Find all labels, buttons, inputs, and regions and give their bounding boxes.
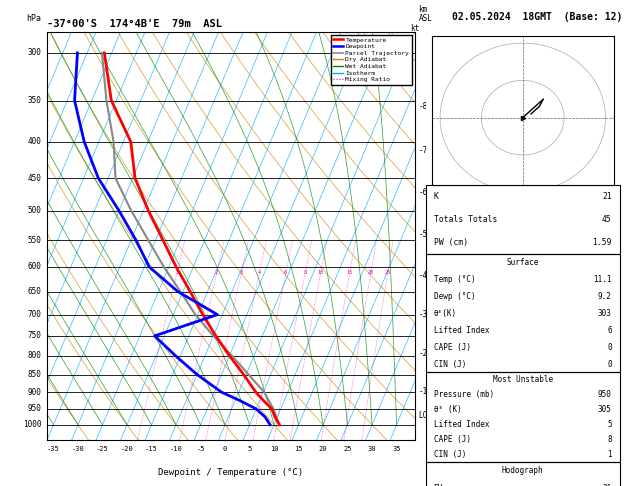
Text: Temp (°C): Temp (°C) [434, 275, 476, 284]
Text: 8: 8 [607, 435, 612, 444]
Text: 950: 950 [598, 390, 612, 399]
Text: Dewpoint / Temperature (°C): Dewpoint / Temperature (°C) [159, 469, 304, 477]
Text: CIN (J): CIN (J) [434, 451, 466, 459]
Text: 20: 20 [367, 270, 374, 275]
Text: CAPE (J): CAPE (J) [434, 435, 470, 444]
Text: 303: 303 [598, 309, 612, 318]
Text: 0: 0 [607, 360, 612, 368]
Text: -1: -1 [418, 387, 428, 397]
Bar [426, 185, 620, 254]
Text: 4: 4 [257, 270, 260, 275]
Text: 750: 750 [28, 331, 42, 340]
Text: -20: -20 [121, 446, 133, 452]
Text: -4: -4 [418, 271, 428, 279]
Text: 6: 6 [284, 270, 287, 275]
Bar [426, 462, 620, 486]
Text: 1000: 1000 [23, 420, 42, 429]
Text: 3: 3 [240, 270, 243, 275]
Text: CAPE (J): CAPE (J) [434, 343, 470, 351]
Text: -8: -8 [418, 102, 428, 111]
Text: 21: 21 [603, 484, 612, 486]
Text: -25: -25 [96, 446, 109, 452]
Text: 400: 400 [28, 137, 42, 146]
Text: 15: 15 [294, 446, 303, 452]
Text: 0: 0 [607, 343, 612, 351]
Legend: Temperature, Dewpoint, Parcel Trajectory, Dry Adiabat, Wet Adiabat, Isotherm, Mi: Temperature, Dewpoint, Parcel Trajectory… [331, 35, 411, 85]
Text: -2: -2 [418, 349, 428, 358]
Text: -37°00'S  174°4B'E  79m  ASL: -37°00'S 174°4B'E 79m ASL [47, 19, 222, 30]
Text: 700: 700 [28, 310, 42, 319]
Text: 600: 600 [28, 262, 42, 272]
Text: EH: EH [434, 484, 443, 486]
Text: km
ASL: km ASL [418, 5, 432, 23]
Text: 450: 450 [28, 174, 42, 183]
Text: Surface: Surface [506, 258, 539, 267]
Text: θᴱ (K): θᴱ (K) [434, 405, 462, 415]
Text: 1: 1 [607, 451, 612, 459]
Text: 650: 650 [28, 287, 42, 296]
Text: 950: 950 [28, 404, 42, 414]
Text: 8: 8 [303, 270, 306, 275]
Text: 350: 350 [28, 96, 42, 105]
Text: -35: -35 [47, 446, 60, 452]
Text: Lifted Index: Lifted Index [434, 420, 489, 429]
Text: 5: 5 [607, 420, 612, 429]
Text: -30: -30 [72, 446, 84, 452]
Text: 0: 0 [223, 446, 227, 452]
Text: 550: 550 [28, 236, 42, 244]
Text: 6: 6 [607, 326, 612, 335]
Text: PW (cm): PW (cm) [434, 238, 468, 247]
Text: Hodograph: Hodograph [502, 467, 543, 475]
Text: 11.1: 11.1 [593, 275, 612, 284]
Text: 10: 10 [270, 446, 278, 452]
Text: LCL: LCL [418, 411, 432, 420]
Text: -7: -7 [418, 146, 428, 155]
Text: Most Unstable: Most Unstable [493, 376, 553, 384]
Text: Dewp (°C): Dewp (°C) [434, 292, 476, 301]
Text: 900: 900 [28, 388, 42, 397]
Text: 1.59: 1.59 [593, 238, 612, 247]
Text: -3: -3 [418, 310, 428, 319]
Text: 25: 25 [343, 446, 352, 452]
Text: 800: 800 [28, 351, 42, 360]
Text: 25: 25 [384, 270, 391, 275]
Text: 300: 300 [28, 49, 42, 57]
Text: K: K [434, 192, 438, 201]
Text: 35: 35 [392, 446, 401, 452]
Text: Totals Totals: Totals Totals [434, 215, 497, 224]
Text: 9.2: 9.2 [598, 292, 612, 301]
Text: 850: 850 [28, 370, 42, 379]
Text: -15: -15 [145, 446, 158, 452]
Text: -10: -10 [170, 446, 182, 452]
Text: 500: 500 [28, 206, 42, 215]
Text: 305: 305 [598, 405, 612, 415]
Text: 15: 15 [346, 270, 352, 275]
Text: 5: 5 [247, 446, 252, 452]
Text: 30: 30 [368, 446, 376, 452]
Text: 2: 2 [214, 270, 218, 275]
Text: -5: -5 [196, 446, 205, 452]
Text: Mixing Ratio (g/kg): Mixing Ratio (g/kg) [436, 192, 445, 279]
Text: 02.05.2024  18GMT  (Base: 12): 02.05.2024 18GMT (Base: 12) [452, 12, 623, 22]
Text: 45: 45 [602, 215, 612, 224]
Text: CIN (J): CIN (J) [434, 360, 466, 368]
Text: 10: 10 [317, 270, 323, 275]
Text: θᴱ(K): θᴱ(K) [434, 309, 457, 318]
Bar [426, 254, 620, 372]
Text: hPa: hPa [26, 15, 42, 23]
Text: -6: -6 [418, 189, 428, 197]
Text: 21: 21 [602, 192, 612, 201]
Text: Pressure (mb): Pressure (mb) [434, 390, 494, 399]
Text: 1: 1 [175, 270, 178, 275]
Text: 20: 20 [319, 446, 327, 452]
Text: Lifted Index: Lifted Index [434, 326, 489, 335]
Bar [426, 372, 620, 462]
Text: -5: -5 [418, 230, 428, 239]
